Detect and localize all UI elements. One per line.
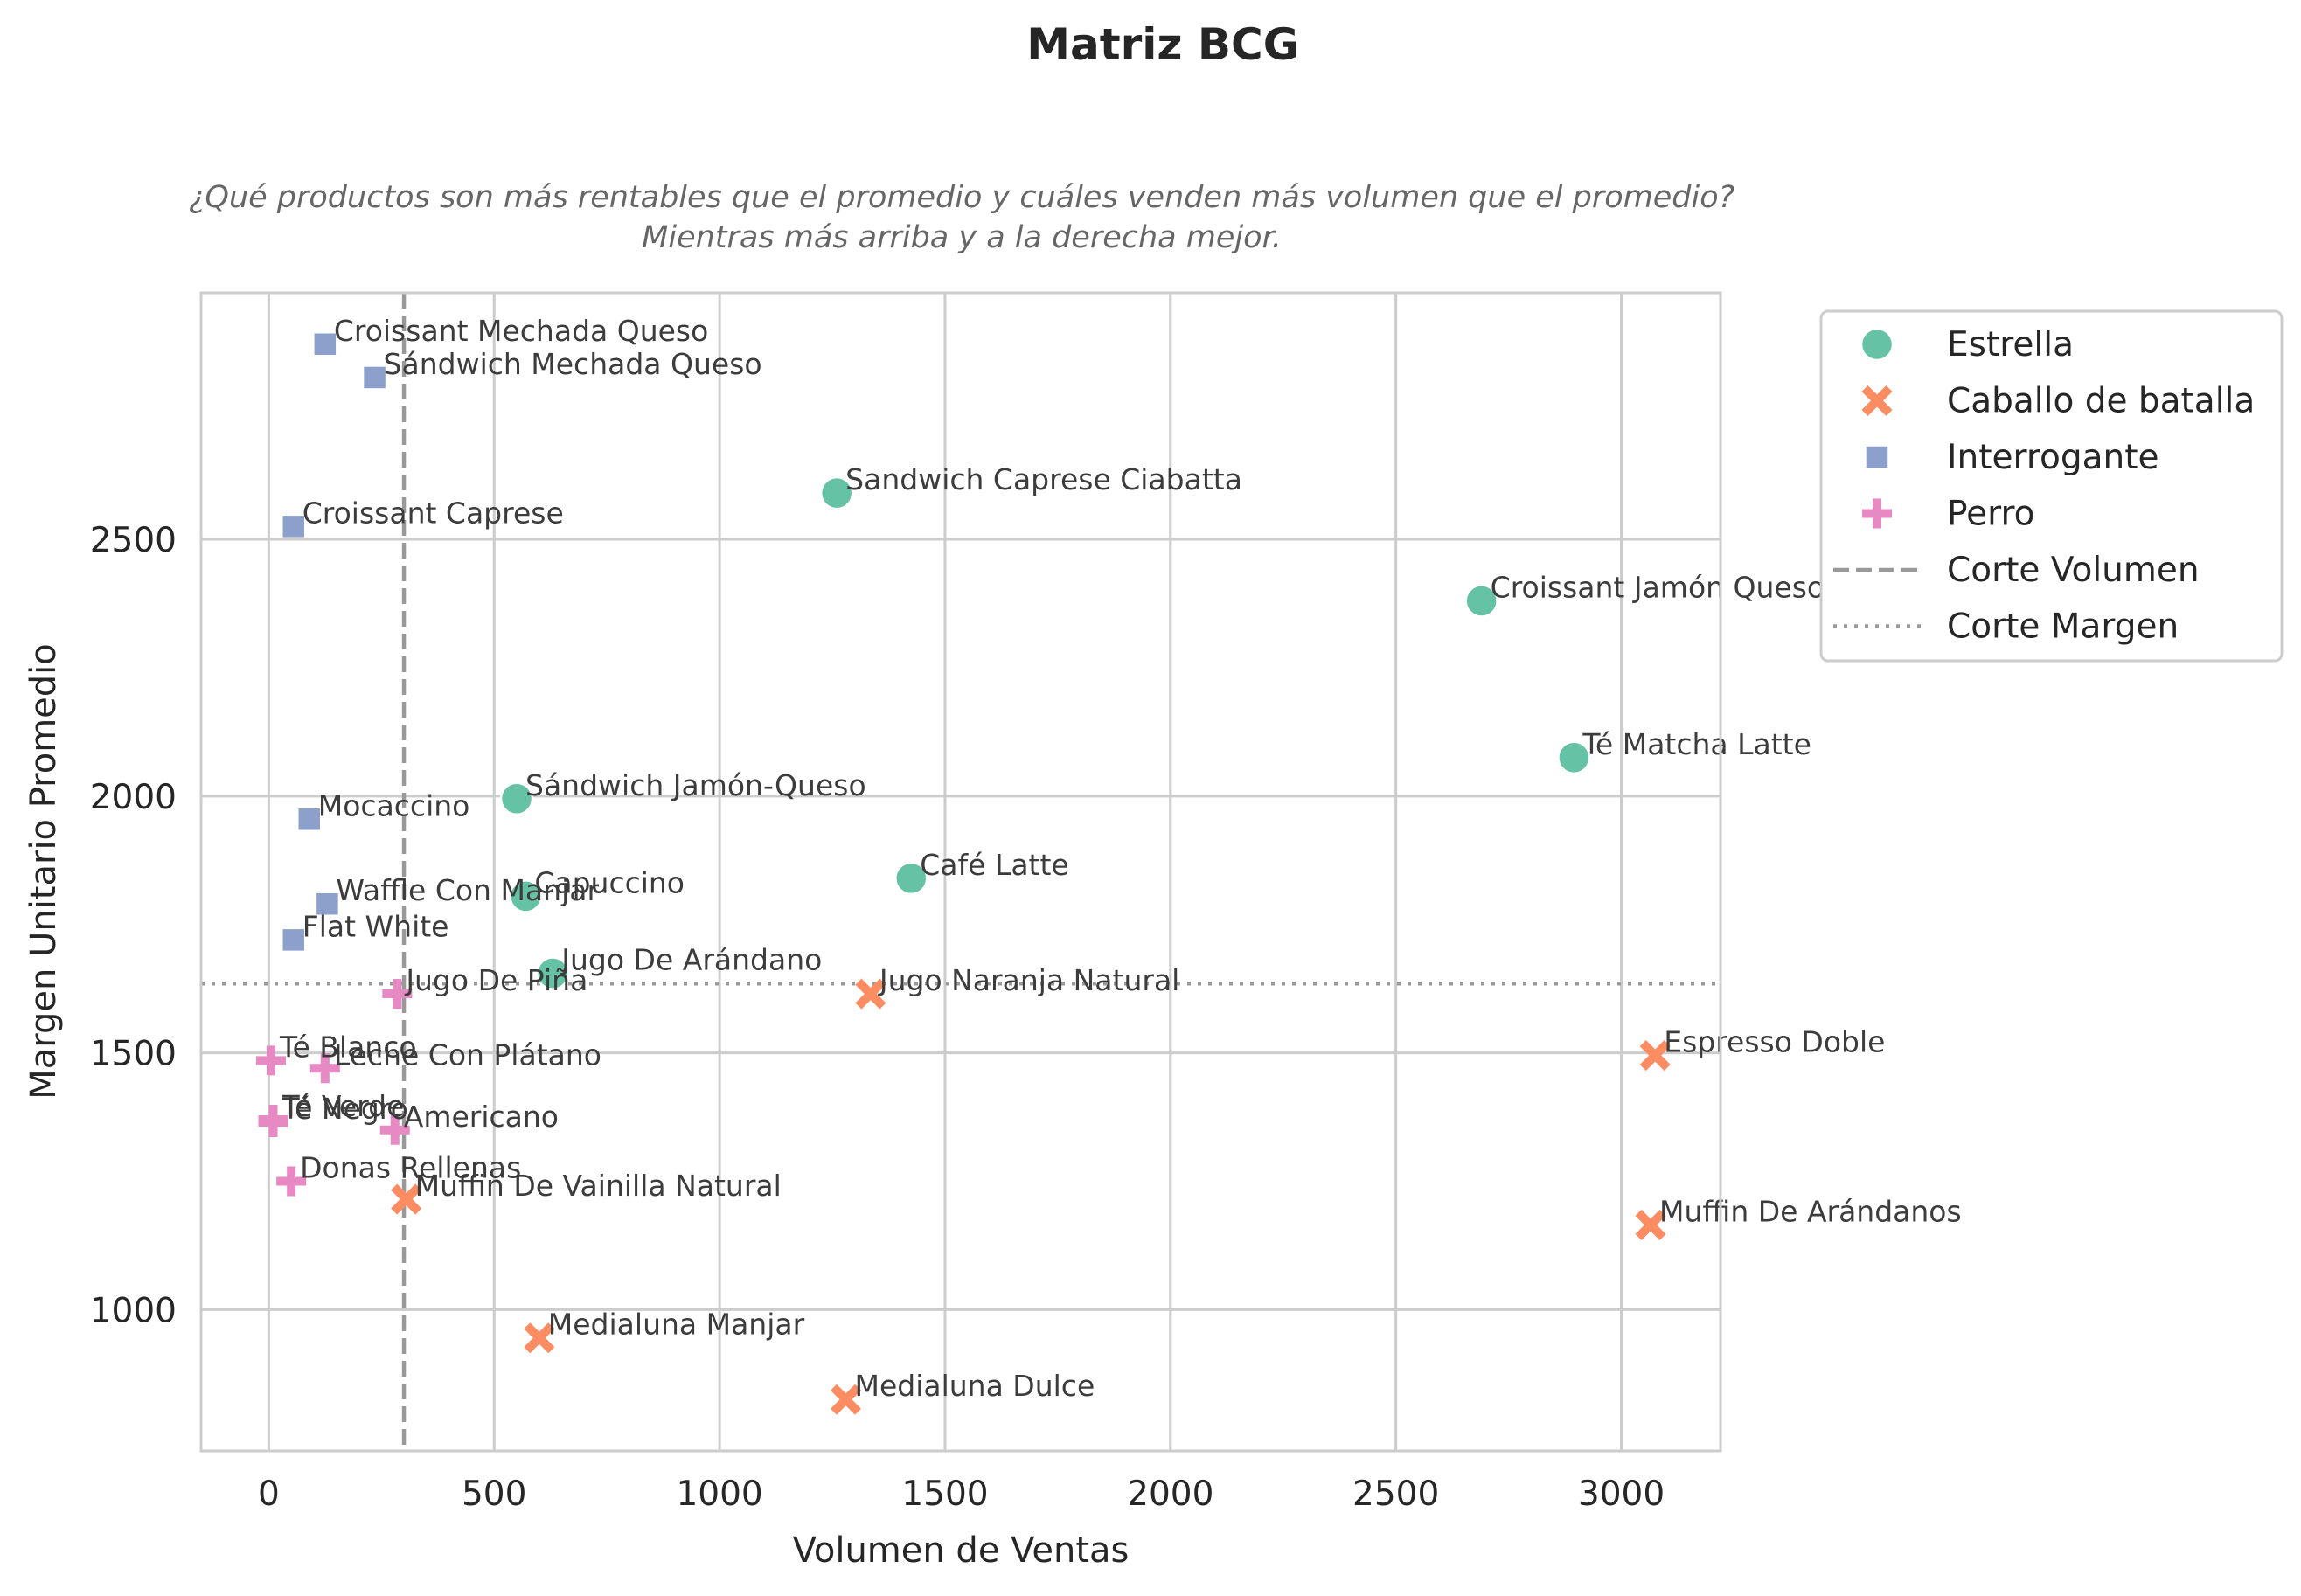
point-te-negro [258, 1107, 288, 1137]
point-label-leche-con-platano: Leche Con Plátano [334, 1037, 601, 1072]
x-tick-label: 1000 [676, 1475, 762, 1514]
point-label-te-matcha-latte: Té Matcha Latte [1582, 727, 1811, 761]
y-tick-label: 2000 [90, 778, 177, 817]
point-muffin-de-vainilla-natural [391, 1183, 422, 1215]
y-tick-label: 2500 [90, 521, 177, 560]
point-croissant-mechada-queso [313, 332, 337, 357]
point-label-te-blanco: Té Blanco [279, 1030, 417, 1064]
point-labels: Sandwich Caprese Ciabatta Croissant Jamón… [279, 314, 1962, 1403]
point-sandwich-mechada-queso [362, 365, 387, 390]
point-label-te-verde: Té Verde [282, 1089, 405, 1123]
y-tick-label: 1500 [90, 1035, 177, 1074]
legend-swatch-estrella [1860, 327, 1894, 362]
point-croissant-caprese [281, 514, 306, 539]
point-sandwich-jamon-queso [499, 781, 534, 816]
point-label-medialuna-manjar: Medialuna Manjar [548, 1308, 805, 1342]
point-sandwich-caprese-ciabatta [819, 475, 854, 510]
point-label-te-negro: Té Negro [282, 1092, 408, 1126]
legend-label-estrella: Estrella [1947, 325, 2074, 364]
point-label-croissant-mechada-queso: Croissant Mechada Queso [334, 314, 708, 348]
legend-label-corte-margen: Corte Margen [1947, 607, 2179, 647]
legend-label-caballo-de-batalla: Caballo de batalla [1947, 382, 2255, 421]
point-espresso-doble [1639, 1040, 1671, 1072]
legend: Estrella Caballo de batalla Interrogante Pe… [1819, 309, 2284, 663]
tick-labels: 0 500 1000 1500 2000 2500 3000 1000 1500 2000 2500 [90, 521, 1665, 1514]
point-mocaccino [297, 807, 322, 832]
x-tick-label: 2000 [1127, 1475, 1213, 1514]
point-label-jugo-de-pina: Jugo De Piña [404, 963, 587, 997]
point-label-muffin-de-vainilla-natural: Muffin De Vainilla Natural [415, 1169, 782, 1203]
point-americano [379, 1114, 410, 1145]
chart-subtitle-line-2: Mientras más arriba y a la derecha mejor… [642, 220, 1282, 255]
point-label-croissant-caprese: Croissant Caprese [302, 496, 564, 530]
legend-box [1819, 309, 2284, 663]
legend-label-perro: Perro [1947, 495, 2035, 534]
point-label-capuccino: Capuccino [534, 865, 685, 899]
legend-swatch-perro [1862, 498, 1892, 529]
point-label-croissant-jamon-queso: Croissant Jamón Queso [1491, 571, 1825, 605]
point-cafe-latte [894, 861, 928, 896]
point-medialuna-dulce [830, 1384, 862, 1415]
point-flat-white [281, 927, 306, 953]
cut-lines [201, 293, 1721, 1451]
point-label-waffle-con-manjar: Waffle Con Manjar [336, 873, 599, 907]
point-label-muffin-de-arandanos: Muffin De Arándanos [1659, 1194, 1962, 1228]
x-tick-label: 1500 [901, 1475, 988, 1514]
point-jugo-de-arandano [536, 956, 570, 990]
point-label-sandwich-caprese-ciabatta: Sandwich Caprese Ciabatta [845, 462, 1242, 496]
x-tick-label: 2500 [1352, 1475, 1439, 1514]
point-label-espresso-doble: Espresso Doble [1664, 1025, 1885, 1059]
point-label-flat-white: Flat White [302, 909, 449, 943]
point-leche-con-platano [309, 1053, 340, 1084]
x-tick-label: 0 [258, 1475, 280, 1514]
point-te-blanco [255, 1045, 286, 1076]
point-label-americano: Americano [404, 1100, 559, 1134]
legend-label-interrogante: Interrogante [1947, 438, 2159, 477]
chart-title: Matriz BCG [1026, 19, 1299, 70]
point-medialuna-manjar [524, 1322, 555, 1354]
grid-lines [201, 293, 1721, 1451]
y-axis-label: Margen Unitario Promedio [24, 643, 64, 1100]
point-croissant-jamon-queso [1464, 584, 1498, 618]
data-points [255, 332, 1671, 1415]
point-label-jugo-naranja-natural: Jugo Naranja Natural [878, 963, 1180, 997]
point-muffin-de-arandanos [1635, 1209, 1666, 1240]
point-label-cafe-latte: Café Latte [920, 848, 1068, 882]
y-tick-label: 1000 [90, 1291, 177, 1330]
legend-label-corte-volumen: Corte Volumen [1947, 551, 2200, 590]
point-label-sandwich-jamon-queso: Sándwich Jamón-Queso [525, 768, 866, 802]
point-jugo-de-pina [382, 979, 413, 1010]
x-tick-label: 500 [462, 1475, 526, 1514]
legend-swatch-caballo-de-batalla [1861, 385, 1893, 417]
point-jugo-naranja-natural [855, 978, 886, 1010]
point-capuccino [509, 879, 543, 913]
point-te-matcha-latte [1557, 740, 1591, 775]
point-waffle-con-manjar [315, 892, 340, 916]
x-tick-label: 3000 [1578, 1475, 1665, 1514]
x-axis-label: Volumen de Ventas [793, 1530, 1130, 1571]
point-donas-rellenas [276, 1166, 307, 1197]
point-label-sandwich-mechada-queso: Sándwich Mechada Queso [384, 347, 762, 381]
point-label-jugo-de-arandano: Jugo De Arándano [560, 943, 822, 977]
legend-swatch-interrogante [1865, 445, 1889, 469]
point-label-medialuna-dulce: Medialuna Dulce [854, 1369, 1095, 1403]
plot-frame [199, 291, 1722, 1453]
point-label-mocaccino: Mocaccino [318, 788, 470, 822]
point-label-donas-rellenas: Donas Rellenas [300, 1151, 521, 1185]
chart-subtitle-line-1: ¿Qué productos son más rentables que el … [189, 180, 1734, 215]
